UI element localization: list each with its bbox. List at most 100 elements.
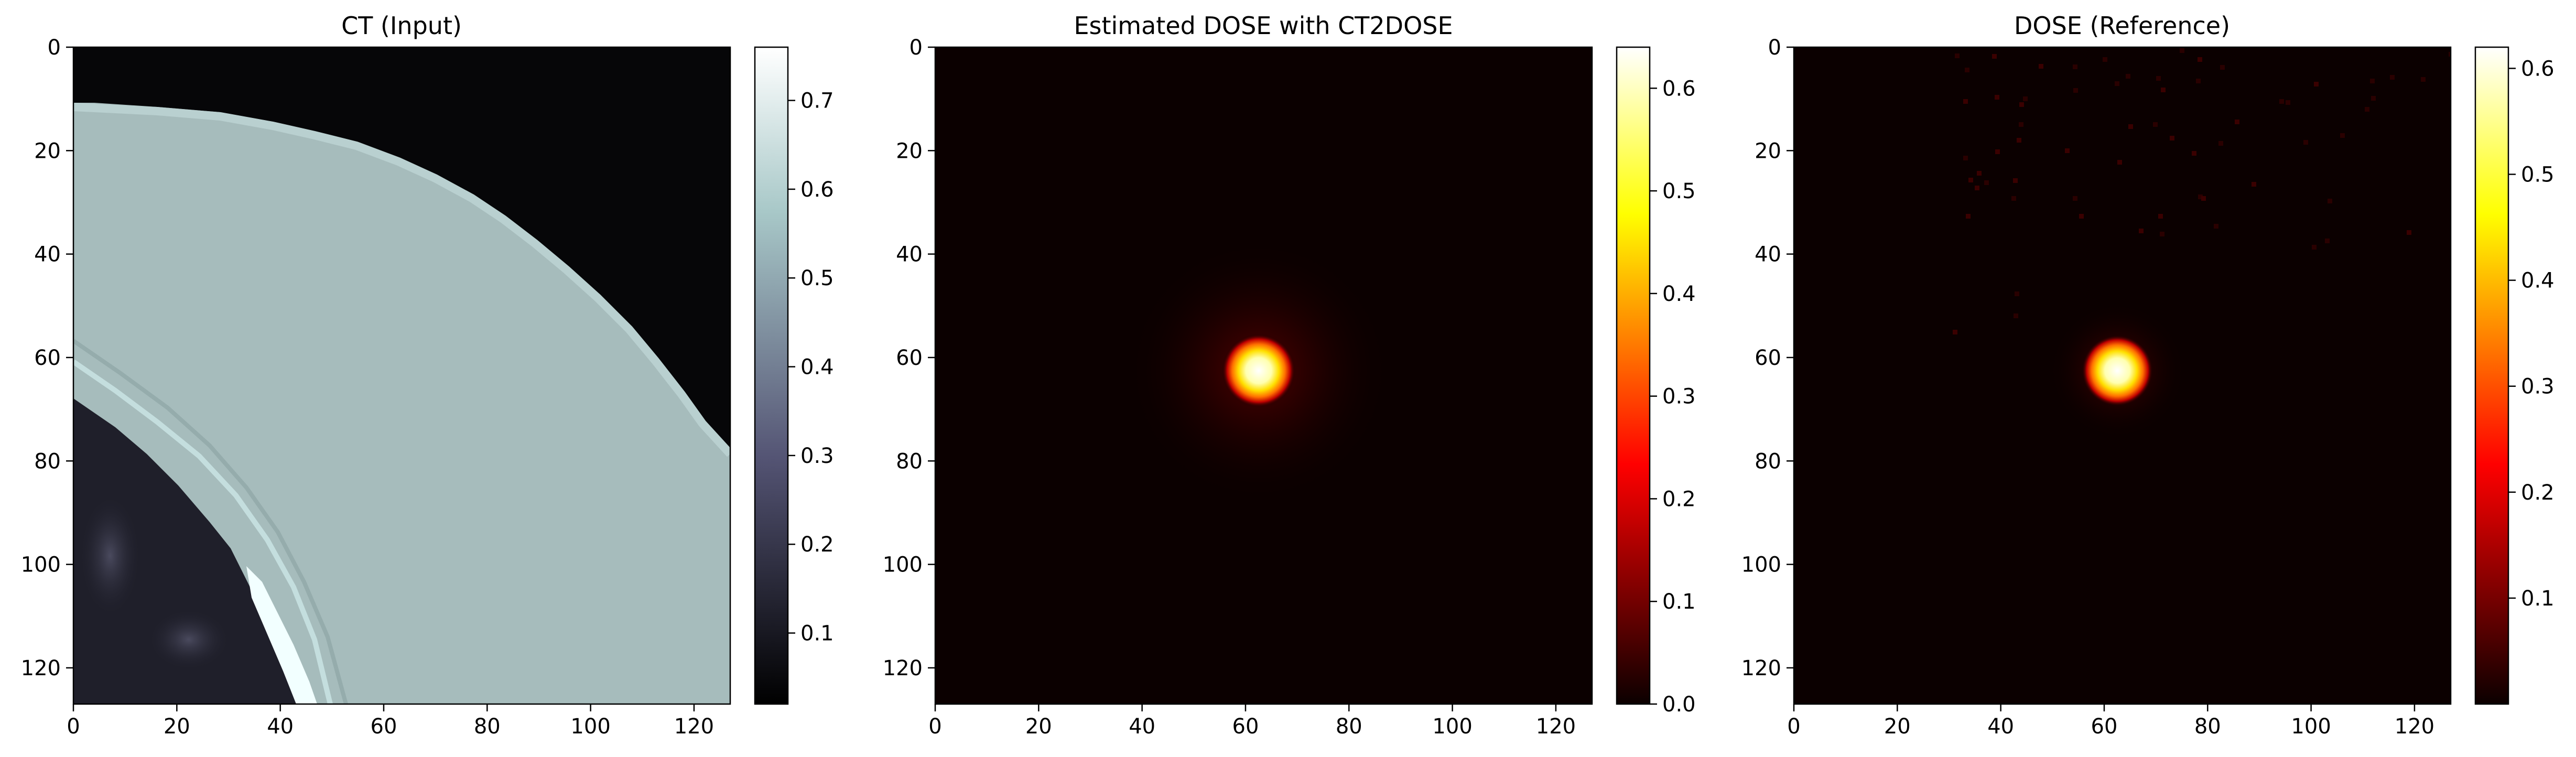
colorbar-tick-label: 0.1 — [800, 622, 834, 646]
noise-speckle — [2023, 96, 2028, 101]
noise-speckle — [2161, 88, 2166, 92]
panel-title: CT (Input) — [341, 12, 462, 40]
noise-speckle — [2103, 57, 2107, 62]
noise-speckle — [2126, 74, 2130, 79]
noise-speckle — [2252, 182, 2256, 187]
y-tick-label: 60 — [896, 346, 923, 370]
ct-image — [73, 47, 730, 704]
ct-inner-band — [73, 339, 348, 704]
colorbar-tick-label: 0.1 — [2521, 587, 2555, 611]
noise-speckle — [1963, 156, 1968, 160]
noise-speckle — [2198, 194, 2203, 199]
noise-speckle — [1963, 99, 1968, 104]
y-tick-label: 100 — [21, 553, 61, 577]
noise-speckle — [2156, 76, 2161, 81]
colorbar-tick-label: 0.2 — [2521, 481, 2555, 505]
noise-speckle — [1965, 68, 1969, 72]
y-tick-label: 20 — [1755, 139, 1781, 163]
x-tick-label: 60 — [2091, 715, 2118, 739]
noise-speckle — [1984, 180, 1989, 185]
colorbar-tick-label: 0.0 — [1662, 693, 1696, 717]
noise-speckle — [2196, 79, 2201, 83]
colorbar-tick-label: 0.4 — [1662, 282, 1696, 306]
y-tick-label: 20 — [896, 139, 923, 163]
noise-speckle — [1992, 54, 1997, 59]
colorbar-tick-label: 0.6 — [800, 178, 834, 202]
y-tick-label: 20 — [34, 139, 61, 163]
noise-speckle — [2160, 232, 2164, 236]
noise-speckle — [2192, 151, 2196, 156]
x-tick-label: 40 — [1987, 715, 2014, 739]
noise-speckle — [2017, 138, 2021, 143]
y-tick-label: 80 — [1755, 449, 1781, 473]
x-tick-label: 0 — [928, 715, 941, 739]
noise-speckle — [2019, 102, 2024, 107]
panel-title: Estimated DOSE with CT2DOSE — [1074, 12, 1453, 40]
colorbar-tick-label: 0.7 — [800, 89, 834, 113]
x-tick-label: 0 — [67, 715, 80, 739]
noise-speckle — [2153, 122, 2158, 127]
plot-frame — [1793, 46, 2452, 705]
reference-dose-image — [1794, 47, 2451, 704]
colorbar-tick-label: 0.2 — [800, 533, 834, 557]
noise-speckle — [1953, 330, 1957, 334]
x-tick-label: 60 — [371, 715, 397, 739]
estimated-dose-image — [935, 47, 1592, 704]
x-tick-label: 0 — [1787, 715, 1800, 739]
noise-speckle — [2214, 224, 2218, 229]
y-tick-label: 60 — [1755, 346, 1781, 370]
panel-title: DOSE (Reference) — [2014, 12, 2230, 40]
noise-speckle — [2303, 140, 2308, 145]
colorbar — [2474, 46, 2509, 705]
noise-speckle — [2235, 120, 2239, 124]
ct-lung-region — [73, 398, 307, 704]
noise-speckle — [2073, 196, 2077, 201]
y-tick-label: 100 — [1741, 553, 1781, 577]
x-tick-label: 40 — [1129, 715, 1155, 739]
y-tick-label: 40 — [1755, 243, 1781, 267]
colorbar-tick-label: 0.4 — [2521, 269, 2555, 293]
noise-speckle — [1995, 149, 2000, 154]
colorbar-tick-label: 0.5 — [2521, 163, 2555, 187]
noise-speckle — [2073, 88, 2078, 93]
colorbar-tick-label: 0.3 — [1662, 385, 1696, 409]
noise-speckle — [2421, 77, 2426, 82]
y-tick-label: 80 — [34, 449, 61, 473]
x-tick-label: 20 — [164, 715, 190, 739]
noise-speckle — [2013, 178, 2018, 183]
noise-speckle — [2014, 313, 2018, 318]
noise-speckle — [2115, 81, 2119, 86]
colorbar-tick-label: 0.5 — [800, 266, 834, 290]
noise-speckle — [2198, 57, 2202, 62]
noise-speckle — [2180, 48, 2184, 53]
y-tick-label: 40 — [896, 243, 923, 267]
x-tick-label: 20 — [1025, 715, 1052, 739]
colorbar-tick-label: 0.3 — [2521, 375, 2555, 399]
noise-speckle — [2314, 82, 2319, 86]
noise-speckle — [2286, 100, 2290, 105]
ct-bright-rib — [246, 566, 317, 704]
noise-speckle — [2065, 148, 2070, 153]
panel-ct-input: CT (Input) 0 20 40 60 80 100 120 0 20 40 60 80 100 12… — [21, 12, 834, 739]
noise-speckle — [2449, 52, 2451, 57]
noise-speckle — [2407, 230, 2411, 235]
noise-speckle — [2365, 107, 2369, 112]
colorbar — [754, 46, 789, 705]
noise-speckle — [2019, 122, 2023, 127]
colorbar-tick-label: 0.2 — [1662, 487, 1696, 511]
noise-speckle — [1977, 171, 1982, 176]
noise-speckle — [2390, 75, 2395, 80]
noise-speckle — [2073, 64, 2077, 69]
y-tick-label: 60 — [34, 346, 61, 370]
noise-speckle — [1995, 95, 1999, 100]
colorbar-tick-label: 0.6 — [1662, 77, 1696, 101]
x-tick-label: 120 — [1536, 715, 1576, 739]
y-tick-label: 40 — [34, 243, 61, 267]
colorbar-tick-label: 0.4 — [800, 355, 834, 380]
plot-frame — [934, 46, 1593, 705]
colorbar-tick-label: 0.1 — [1662, 590, 1696, 614]
x-tick-label: 40 — [267, 715, 294, 739]
noise-speckle — [2370, 79, 2375, 83]
noise-speckle — [2279, 99, 2284, 104]
